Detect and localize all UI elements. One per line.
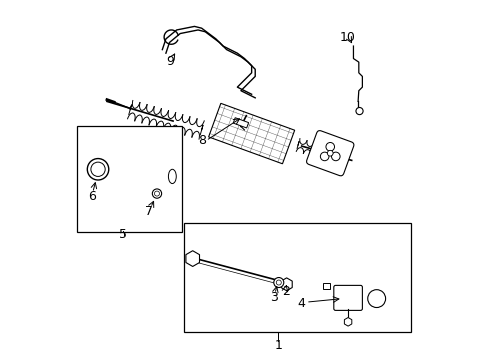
Circle shape bbox=[91, 162, 105, 176]
Text: 6: 6 bbox=[87, 190, 95, 203]
Circle shape bbox=[87, 158, 108, 180]
Text: 7: 7 bbox=[144, 204, 152, 217]
FancyBboxPatch shape bbox=[333, 285, 362, 310]
Circle shape bbox=[325, 143, 334, 151]
Circle shape bbox=[273, 278, 283, 288]
FancyBboxPatch shape bbox=[323, 283, 329, 289]
Text: 9: 9 bbox=[166, 55, 174, 68]
Text: 4: 4 bbox=[297, 297, 305, 310]
Bar bbox=[208, 103, 294, 164]
Circle shape bbox=[367, 290, 385, 307]
Polygon shape bbox=[281, 278, 292, 291]
Polygon shape bbox=[185, 251, 199, 266]
FancyBboxPatch shape bbox=[183, 223, 410, 332]
FancyBboxPatch shape bbox=[77, 126, 182, 232]
Circle shape bbox=[326, 150, 332, 156]
Circle shape bbox=[152, 189, 162, 198]
Text: 5: 5 bbox=[119, 228, 127, 241]
Text: 10: 10 bbox=[339, 31, 355, 44]
Circle shape bbox=[154, 191, 159, 196]
Text: 1: 1 bbox=[274, 338, 282, 351]
Circle shape bbox=[355, 108, 363, 114]
Circle shape bbox=[276, 280, 281, 285]
Circle shape bbox=[331, 152, 339, 161]
Text: 3: 3 bbox=[269, 291, 277, 304]
Text: 8: 8 bbox=[198, 134, 206, 147]
Circle shape bbox=[320, 152, 328, 161]
Ellipse shape bbox=[168, 169, 176, 184]
Text: 2: 2 bbox=[281, 285, 289, 298]
FancyBboxPatch shape bbox=[233, 118, 248, 128]
FancyBboxPatch shape bbox=[306, 131, 353, 176]
Polygon shape bbox=[344, 318, 351, 326]
